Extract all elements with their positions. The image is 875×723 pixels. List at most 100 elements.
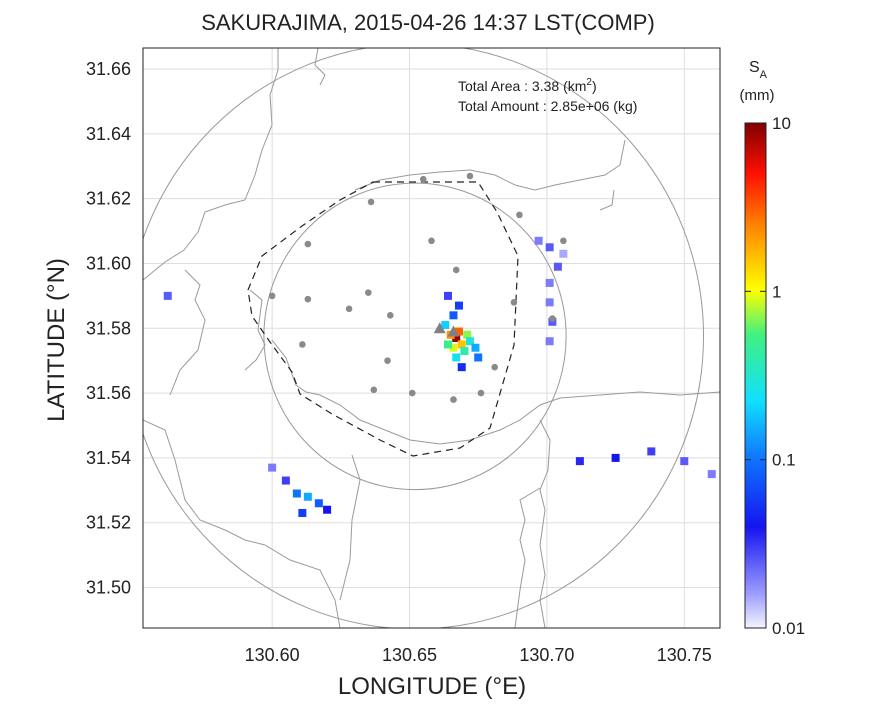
- deposit-cell: [471, 343, 480, 352]
- plot-frame: [142, 47, 721, 629]
- station-marker: [491, 363, 498, 371]
- station-marker: [370, 386, 378, 394]
- station-marker: [304, 295, 312, 303]
- station-marker: [384, 357, 391, 364]
- deposit-cell: [314, 499, 323, 508]
- colorbar-symbol: S: [749, 59, 760, 76]
- deposit-cell: [545, 337, 554, 346]
- colorbar-ticks: 10 1 0.1 0.01: [745, 114, 805, 638]
- plot-area: [143, 48, 720, 628]
- y-tick-label: 31.50: [86, 577, 131, 597]
- deposit-cell: [465, 337, 474, 346]
- deposit-cell: [460, 346, 469, 355]
- deposit-cell: [534, 236, 543, 245]
- colorbar-unit: (mm): [740, 87, 775, 104]
- station-marker: [549, 315, 556, 322]
- station-marker: [365, 289, 372, 296]
- deposit-cell: [281, 476, 290, 485]
- deposit-cell: [454, 301, 463, 310]
- station-marker: [477, 389, 485, 397]
- station-marker: [516, 211, 523, 219]
- y-tick-label: 31.52: [86, 513, 131, 533]
- deposit-cell: [559, 249, 568, 258]
- station-marker: [367, 198, 375, 206]
- deposit-cell: [449, 311, 458, 320]
- deposit-cell: [457, 363, 466, 372]
- range-ring: [143, 48, 704, 628]
- vent-marker: [433, 322, 446, 334]
- x-tick-label: 130.75: [657, 645, 712, 665]
- y-tick-label: 31.62: [86, 189, 131, 209]
- total-area-close: ): [592, 78, 597, 94]
- y-tick-label: 31.64: [86, 124, 131, 144]
- station-marker: [345, 305, 353, 313]
- total-amount-annotation: Total Amount : 2.85e+06 (kg): [458, 98, 637, 114]
- coastline: [143, 48, 720, 628]
- station-marker: [560, 237, 567, 245]
- deposit-cell: [553, 262, 562, 271]
- station-marker: [386, 312, 394, 319]
- deposit-cell: [463, 330, 472, 339]
- total-area-annotation: Total Area : 3.38 (km2): [458, 77, 597, 94]
- colorbar-tick-label: 0.1: [772, 451, 796, 470]
- range-ring: [263, 182, 567, 491]
- deposit-cell: [611, 453, 620, 462]
- deposit-cell: [449, 343, 458, 352]
- deposit-cell: [443, 291, 452, 300]
- deposit-cell: [457, 340, 466, 349]
- deposit-cell: [545, 278, 554, 287]
- deposit-cell: [575, 457, 584, 466]
- total-area-text: Total Area : 3.38 (km: [458, 78, 586, 94]
- x-tick-label: 130.70: [519, 645, 574, 665]
- colorbar-tick-label: 10: [772, 114, 791, 133]
- deposit-cell: [680, 457, 689, 466]
- deposit-cell: [452, 334, 461, 342]
- station-marker: [268, 292, 276, 300]
- ash-deposits: [163, 236, 716, 517]
- station-marker: [428, 237, 435, 245]
- range-rings: [143, 48, 704, 628]
- x-tick-label: 130.60: [245, 645, 300, 665]
- y-tick-label: 31.54: [86, 448, 131, 468]
- station-marker: [510, 299, 518, 306]
- grid-lines: [143, 48, 720, 628]
- y-tick-label: 31.60: [86, 253, 131, 273]
- colorbar-label-main: SA: [749, 59, 768, 81]
- y-axis-label: LATITUDE (°N): [43, 258, 70, 422]
- station-markers: [268, 172, 567, 403]
- deposit-cell: [454, 327, 463, 336]
- x-axis-label: LONGITUDE (°E): [338, 673, 526, 700]
- observation-boundary: [247, 181, 519, 457]
- station-marker: [419, 175, 427, 183]
- y-tick-label: 31.66: [86, 59, 131, 79]
- deposit-cell: [303, 492, 312, 501]
- deposit-cell: [323, 505, 332, 514]
- deposit-cell: [292, 489, 301, 498]
- vent-marker: [447, 325, 460, 337]
- deposit-cell: [474, 353, 483, 362]
- y-tick-label: 31.58: [86, 318, 131, 338]
- colorbar: [744, 122, 767, 629]
- deposit-cell: [163, 291, 172, 300]
- deposit-cell: [545, 298, 554, 307]
- colorbar-tick-label: 1: [772, 282, 781, 301]
- station-marker: [452, 266, 460, 274]
- station-marker: [408, 389, 416, 397]
- station-marker: [304, 240, 312, 248]
- y-tick-labels: 31.50 31.52 31.54 31.56 31.58 31.60 31.62 31.64…: [86, 59, 131, 597]
- deposit-cell: [647, 447, 656, 456]
- station-marker: [299, 341, 306, 348]
- deposit-cell: [268, 463, 277, 472]
- station-marker: [450, 396, 457, 403]
- x-tick-label: 130.65: [382, 645, 437, 665]
- chart-title: SAKURAJIMA, 2015-04-26 14:37 LST(COMP): [201, 10, 655, 35]
- x-tick-labels: 130.60 130.65 130.70 130.75: [245, 645, 712, 665]
- deposit-cell: [452, 353, 461, 362]
- station-marker: [466, 172, 474, 180]
- deposit-cell: [545, 243, 554, 252]
- colorbar-subscript: A: [760, 69, 768, 81]
- vent-markers: [433, 322, 460, 337]
- colorbar-tick-label: 0.01: [772, 619, 805, 638]
- deposit-cell: [298, 508, 307, 517]
